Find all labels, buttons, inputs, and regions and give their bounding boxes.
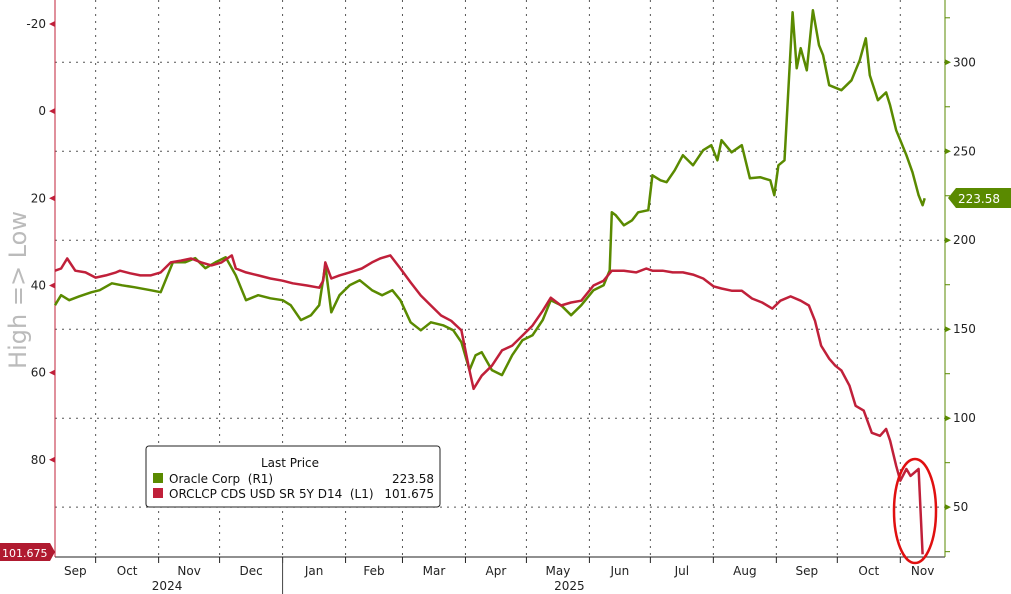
x-tick-label: Apr [486,564,507,578]
legend-label-cds: ORCLCP CDS USD SR 5Y D14 (L1) [169,487,374,501]
right-tick-mark [945,237,951,244]
legend-title: Last Price [261,456,319,470]
right-tick-mark [945,504,951,511]
last-value-tag-oracle: 223.58 [948,188,1011,208]
right-tick-mark [945,59,951,66]
legend-swatch-cds [153,488,163,498]
last-value-oracle: 223.58 [958,192,1000,206]
left-tick-mark [49,369,55,376]
x-tick-label: Feb [363,564,384,578]
left-tick-label: 60 [31,366,46,380]
series-line-cds [54,254,924,555]
left-tick-label: 40 [31,278,46,292]
x-tick-label: Oct [117,564,138,578]
axes: 50 100 150 200 250 300 -20 0 20 40 60 80 Sep Oct Nov De… [26,0,976,594]
legend-box [145,445,441,508]
left-tick-mark [49,456,55,463]
right-tick-mark [945,415,951,422]
right-tick-label: 300 [953,55,976,69]
gridlines [55,0,945,557]
last-value-cds: 101.675 [2,547,48,560]
x-tick-label: Sep [796,564,819,578]
right-tick-label: 250 [953,144,976,158]
left-tick-mark [49,195,55,202]
left-tick-label: 0 [38,104,46,118]
x-tick-label: Jan [304,564,324,578]
left-tick-label: -20 [26,17,46,31]
left-tick-mark [49,282,55,289]
left-tick-mark [49,108,55,115]
right-tick-label: 150 [953,322,976,336]
legend-swatch-oracle [153,473,163,483]
right-tick-label: 50 [953,500,968,514]
x-tick-label: Sep [64,564,87,578]
right-tick-mark [945,326,951,333]
left-tick-mark [49,20,55,27]
x-tick-label: Mar [423,564,446,578]
x-tick-label: Jul [674,564,689,578]
x-tick-label: Aug [733,564,756,578]
left-axis-label: High => Low [4,211,32,369]
x-tick-label: Dec [239,564,262,578]
x-tick-label: Oct [858,564,879,578]
legend-label-oracle: Oracle Corp (R1) [169,472,273,486]
x-tick-label: Jun [610,564,630,578]
x-tick-label: May [546,564,571,578]
series-line-oracle [53,9,926,377]
series-lines [53,9,926,555]
right-tick-mark [945,148,951,155]
legend-value-cds: 101.675 [384,487,434,501]
legend: Last Price Oracle Corp (R1) 223.58 ORCLC… [145,445,441,508]
right-tick-label: 200 [953,233,976,247]
year-label: 2025 [554,579,585,593]
x-tick-label: Nov [911,564,934,578]
left-tick-label: 80 [31,453,46,467]
left-tick-label: 20 [31,191,46,205]
right-tick-label: 100 [953,411,976,425]
legend-value-oracle: 223.58 [392,472,434,486]
highlight-ellipse [892,457,938,565]
year-label: 2024 [152,579,183,593]
x-tick-label: Nov [177,564,200,578]
last-value-tag-cds: 101.675 [0,543,55,561]
